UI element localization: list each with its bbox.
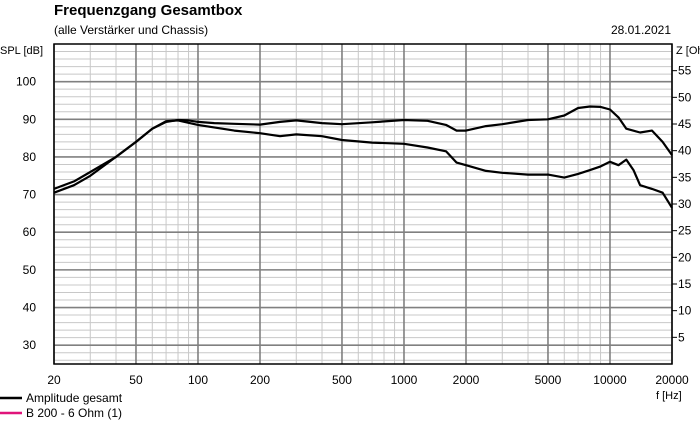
y-tick-label: 70 [23,188,37,202]
x-tick-label: 5000 [535,373,562,387]
x-tick-label: 200 [250,373,270,387]
chart-title: Frequenzgang Gesamtbox [54,2,243,19]
x-tick-label: 100 [188,373,208,387]
y-tick-label: 100 [16,75,36,89]
y2-tick-label: 50 [678,90,692,104]
y2-tick-label: 35 [678,170,692,184]
legend-entry: B 200 - 6 Ohm (1) [26,406,122,420]
y-axis-label: SPL [dB] [0,45,43,57]
y-tick-label: 80 [23,150,37,164]
chart-subtitle: (alle Verstärker und Chassis) [54,23,209,37]
y2-tick-label: 45 [678,117,692,131]
legend-entry: Amplitude gesamt [26,391,123,405]
y-tick-label: 90 [23,112,37,126]
y2-tick-label: 25 [678,224,692,238]
series-line-3 [53,119,673,209]
plot-frame [53,43,673,365]
y2-tick-label: 15 [678,277,692,291]
x-tick-label: 20 [47,373,61,387]
y-tick-label: 60 [23,225,37,239]
x-axis-label: f [Hz] [656,390,682,402]
y2-tick-label: 10 [678,304,692,318]
x-tick-label: 20000 [655,373,689,387]
y-tick-label: 40 [23,301,37,315]
y2-tick-label: 55 [678,64,692,78]
chart-date: 28.01.2021 [610,23,671,37]
y2-tick-label: 40 [678,144,692,158]
y2-tick-label: 30 [678,197,692,211]
y-tick-label: 30 [23,338,37,352]
x-tick-label: 1000 [391,373,418,387]
y-tick-label: 50 [23,263,37,277]
x-tick-label: 500 [332,373,352,387]
x-tick-label: 10000 [593,373,627,387]
y2-tick-label: 20 [678,250,692,264]
x-tick-label: 2000 [453,373,480,387]
x-tick-label: 50 [129,373,143,387]
y2-axis-label: Z [Ohm] [676,45,700,57]
y2-tick-label: 5 [678,330,685,344]
